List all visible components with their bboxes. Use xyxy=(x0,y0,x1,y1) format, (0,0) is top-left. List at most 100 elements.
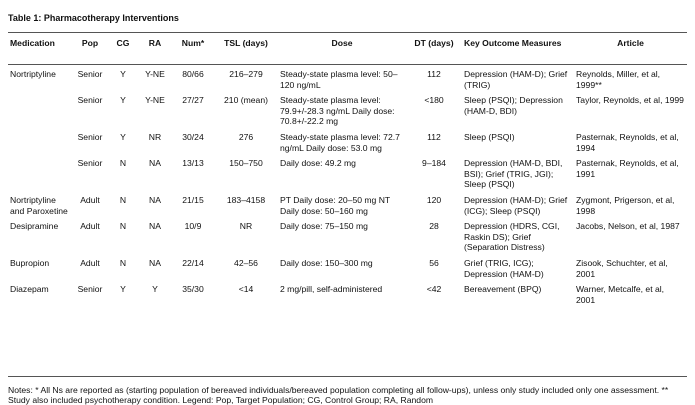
cell-article: Pasternak, Reynolds, et al, 1991 xyxy=(576,158,679,179)
cell-num: 80/66 xyxy=(182,69,204,79)
cell-ra: NA xyxy=(149,158,161,169)
cell-num: 30/24 xyxy=(182,131,204,142)
cell-ra: NA xyxy=(149,257,161,268)
col-header-cg: CG xyxy=(116,38,130,48)
table-row: Nortriptyline Senior Y Y-NE 80/66 216–27… xyxy=(8,68,687,94)
cell-dt: 56 xyxy=(429,257,439,268)
cell-ra: NA xyxy=(149,221,161,232)
cell-dt: 28 xyxy=(429,221,439,232)
cell-medication xyxy=(8,131,72,157)
cell-ra: Y-NE xyxy=(145,95,165,106)
table-bottom-rule xyxy=(8,376,687,377)
cell-outcome: Sleep (PSQI) xyxy=(464,131,515,142)
cell-article: Pasternak, Reynolds, et al, 1994 xyxy=(576,131,679,153)
cell-cg: Y xyxy=(120,131,126,142)
col-header-ra: RA xyxy=(148,38,162,48)
cell-dose: Steady-state plasma level: 50–120 ng/mL xyxy=(280,69,398,90)
col-header-article: Article xyxy=(617,38,644,48)
table-header-rule xyxy=(8,64,687,65)
cell-pop: Senior xyxy=(77,131,103,142)
cell-outcome: Sleep (PSQI); Depression (HAM-D, BDI) xyxy=(464,95,563,116)
cell-tsl: 210 (mean) xyxy=(224,95,268,106)
cell-cg: N xyxy=(119,257,127,268)
cell-dt: 9–184 xyxy=(422,158,446,169)
table-row: Bupropion Adult N NA 22/14 42–56 Daily d… xyxy=(8,257,687,283)
cell-medication: Nortriptyline xyxy=(10,69,56,79)
table-header-row: Medication Pop CG RA Num* TSL (days) Dos… xyxy=(8,36,687,64)
cell-num: 21/15 xyxy=(182,194,204,205)
cell-dt: 112 xyxy=(427,69,441,79)
cell-ra: NR xyxy=(148,131,162,142)
cell-article: Jacobs, Nelson, et al, 1987 xyxy=(576,221,680,232)
cell-medication xyxy=(8,157,72,194)
cell-num: 35/30 xyxy=(182,284,204,295)
table-row: Senior Y NR 30/24 276 Steady-state plasm… xyxy=(8,131,687,157)
col-header-num: Num* xyxy=(181,38,205,48)
cell-article: Taylor, Reynolds, et al, 1999 xyxy=(576,95,684,106)
cell-medication xyxy=(8,94,72,131)
cell-article: Warner, Metcalfe, et al, 2001 xyxy=(576,284,665,305)
cell-num: 27/27 xyxy=(182,95,204,106)
table-row: Desipramine Adult N NA 10/9 NR Daily dos… xyxy=(8,220,687,257)
cell-cg: Y xyxy=(120,69,126,79)
cell-num: 10/9 xyxy=(184,221,202,232)
cell-dose: Daily dose: 49.2 mg xyxy=(280,158,356,169)
cell-ra: Y xyxy=(152,284,158,295)
cell-outcome: Depression (HAM-D); Grief (TRIG) xyxy=(464,69,568,90)
cell-dose: Steady-state plasma level: 79.9+/-28.3 n… xyxy=(280,95,395,127)
cell-dt: 120 xyxy=(426,194,442,205)
cell-outcome: Depression (HAM-D, BDI, BSI); Grief (TRI… xyxy=(464,158,563,190)
col-header-medication: Medication xyxy=(10,38,55,48)
cell-cg: N xyxy=(119,158,127,169)
table-row: Senior N NA 13/13 150–750 Daily dose: 49… xyxy=(8,157,687,194)
cell-pop: Senior xyxy=(77,95,103,106)
cell-article: Zisook, Schuchter, et al, 2001 xyxy=(576,257,668,279)
cell-num: 13/13 xyxy=(182,158,204,169)
cell-dt: 112 xyxy=(427,131,441,142)
table-row: Diazepam Senior Y Y 35/30 <14 2 mg/pill,… xyxy=(8,283,687,309)
cell-tsl: 183–4158 xyxy=(226,194,266,205)
cell-tsl: 276 xyxy=(238,131,254,142)
cell-outcome: Depression (HAM-D); Grief (ICG); Sleep (… xyxy=(464,194,568,216)
cell-dt: <42 xyxy=(426,284,442,295)
cell-cg: Y xyxy=(120,95,126,106)
cell-dose: Daily dose: 75–150 mg xyxy=(280,221,368,232)
cell-pop: Senior xyxy=(77,158,103,169)
cell-ra: NA xyxy=(149,194,161,205)
cell-pop: Adult xyxy=(80,221,100,232)
cell-outcome: Bereavement (BPQ) xyxy=(464,284,542,295)
cell-pop: Senior xyxy=(77,69,103,79)
cell-dose: Steady-state plasma level: 72.7 ng/mL Da… xyxy=(280,131,400,153)
cell-ra: Y-NE xyxy=(145,69,165,79)
cell-medication: Desipramine xyxy=(10,221,59,232)
pharmacotherapy-table: Medication Pop CG RA Num* TSL (days) Dos… xyxy=(8,36,687,309)
col-header-dose: Dose xyxy=(331,38,353,48)
cell-pop: Adult xyxy=(80,194,100,205)
cell-medication: Nortriptyline and Paroxetine xyxy=(10,194,68,216)
cell-tsl: 42–56 xyxy=(234,257,258,268)
cell-cg: N xyxy=(119,221,127,232)
cell-medication: Diazepam xyxy=(10,284,49,295)
cell-tsl: <14 xyxy=(238,284,254,295)
cell-tsl: 150–750 xyxy=(229,158,263,169)
cell-medication: Bupropion xyxy=(10,257,50,268)
col-header-outcome: Key Outcome Measures xyxy=(464,38,562,48)
table-row: Nortriptyline and Paroxetine Adult N NA … xyxy=(8,194,687,220)
cell-pop: Adult xyxy=(80,257,100,268)
cell-outcome: Depression (HDRS, CGI, Raskin DS); Grief… xyxy=(464,221,560,253)
cell-cg: Y xyxy=(120,284,126,295)
table-notes: Notes: * All Ns are reported as (startin… xyxy=(8,385,669,405)
cell-dose: Daily dose: 150–300 mg xyxy=(280,257,373,268)
cell-cg: N xyxy=(119,194,127,205)
cell-dose: 2 mg/pill, self-administered xyxy=(280,284,383,295)
cell-dt: <180 xyxy=(424,95,444,106)
col-header-dt: DT (days) xyxy=(414,38,454,48)
cell-dose: PT Daily dose: 20–50 mg NT Daily dose: 5… xyxy=(280,194,391,216)
col-header-pop: Pop xyxy=(81,38,99,48)
cell-outcome: Grief (TRIG, ICG); Depression (HAM-D) xyxy=(464,257,544,279)
cell-tsl: 216–279 xyxy=(229,69,263,79)
cell-num: 22/14 xyxy=(182,257,204,268)
cell-article: Reynolds, Miller, et al, 1999** xyxy=(576,69,661,90)
cell-pop: Senior xyxy=(77,284,103,295)
